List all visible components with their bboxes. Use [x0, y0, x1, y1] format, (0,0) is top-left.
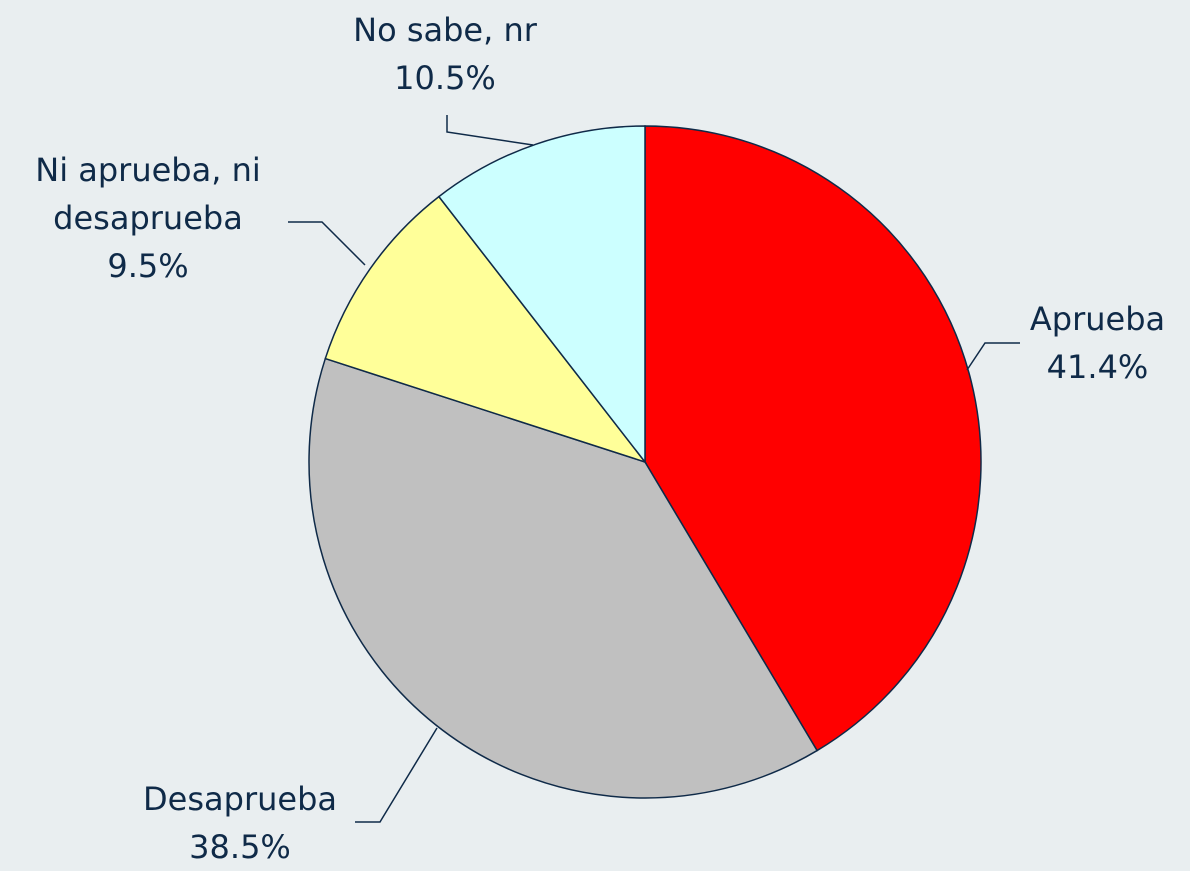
category-name: No sabe, nr: [353, 11, 537, 49]
category-name: Ni aprueba, ni desaprueba: [35, 151, 261, 237]
value-label: 41.4%: [1046, 348, 1149, 386]
value-label: 38.5%: [189, 828, 291, 866]
leader-line: [355, 727, 438, 823]
pie-slice: [644, 125, 982, 752]
leader-line: [288, 221, 366, 266]
slice-label: Desaprueba 38.5%: [110, 775, 370, 871]
slice-label: Ni aprueba, ni desaprueba 9.5%: [8, 146, 288, 290]
slice-label: Aprueba 41.4%: [1010, 295, 1185, 391]
value-label: 10.5%: [394, 59, 496, 97]
category-name: Aprueba: [1029, 300, 1166, 338]
pie-slice: [308, 357, 819, 799]
pie-slice: [324, 195, 648, 464]
leader-line: [966, 342, 1020, 371]
value-label: 9.5%: [107, 247, 189, 285]
slice-label: No sabe, nr 10.5%: [315, 6, 575, 102]
leader-line: [446, 115, 534, 146]
category-name: Desaprueba: [143, 780, 337, 818]
pie-slice: [437, 125, 646, 465]
